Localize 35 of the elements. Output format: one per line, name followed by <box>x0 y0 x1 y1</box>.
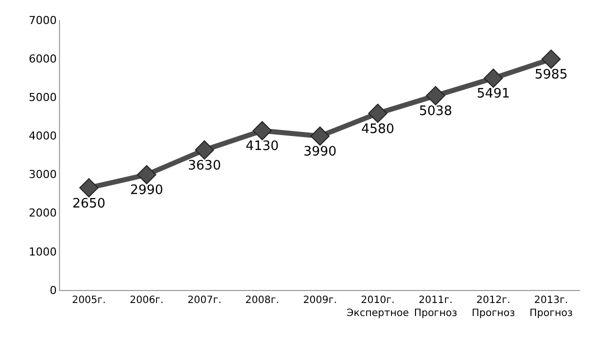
data-label: 2650 <box>72 196 106 212</box>
data-label: 5985 <box>534 68 568 83</box>
data-label: 3630 <box>188 158 221 174</box>
x-tick-label: 2013г. Прогноз <box>530 295 573 319</box>
x-tick-label: 2012г. Прогноз <box>472 295 515 319</box>
point <box>542 50 561 69</box>
x-tick-label: 2009г. <box>303 295 337 306</box>
point <box>252 121 272 140</box>
x-tick-label: 2005г. <box>72 295 106 306</box>
data-label: 2990 <box>130 183 164 198</box>
x-tick-label: 2007г. <box>187 295 222 306</box>
data-label: 4130 <box>246 139 279 154</box>
y-tick-label: 2000 <box>28 206 57 220</box>
y-tick-label: 7000 <box>28 14 57 27</box>
point <box>194 140 214 160</box>
data-label: 5038 <box>419 104 452 120</box>
y-tick-label: 3000 <box>28 168 57 182</box>
y-tick-label: 1000 <box>28 245 57 258</box>
x-tick-label: 2008г. <box>245 295 280 306</box>
y-tick-label: 4000 <box>28 130 57 143</box>
point <box>310 126 330 146</box>
data-label: 3990 <box>303 144 337 160</box>
point <box>368 104 388 123</box>
point <box>426 86 446 106</box>
x-tick-label: 2011г. Прогноз <box>414 295 458 319</box>
y-tick-label: 6000 <box>28 52 57 66</box>
point <box>137 165 156 184</box>
x-tick-label: 2010г. Экспертное <box>346 295 409 319</box>
point <box>484 68 503 88</box>
point <box>79 178 98 198</box>
data-label: 5491 <box>476 86 510 102</box>
x-tick-label: 2006г. <box>130 295 164 306</box>
data-label: 4580 <box>361 122 394 137</box>
y-tick-label: 5000 <box>28 90 57 104</box>
y-tick-label: 0 <box>50 284 57 297</box>
